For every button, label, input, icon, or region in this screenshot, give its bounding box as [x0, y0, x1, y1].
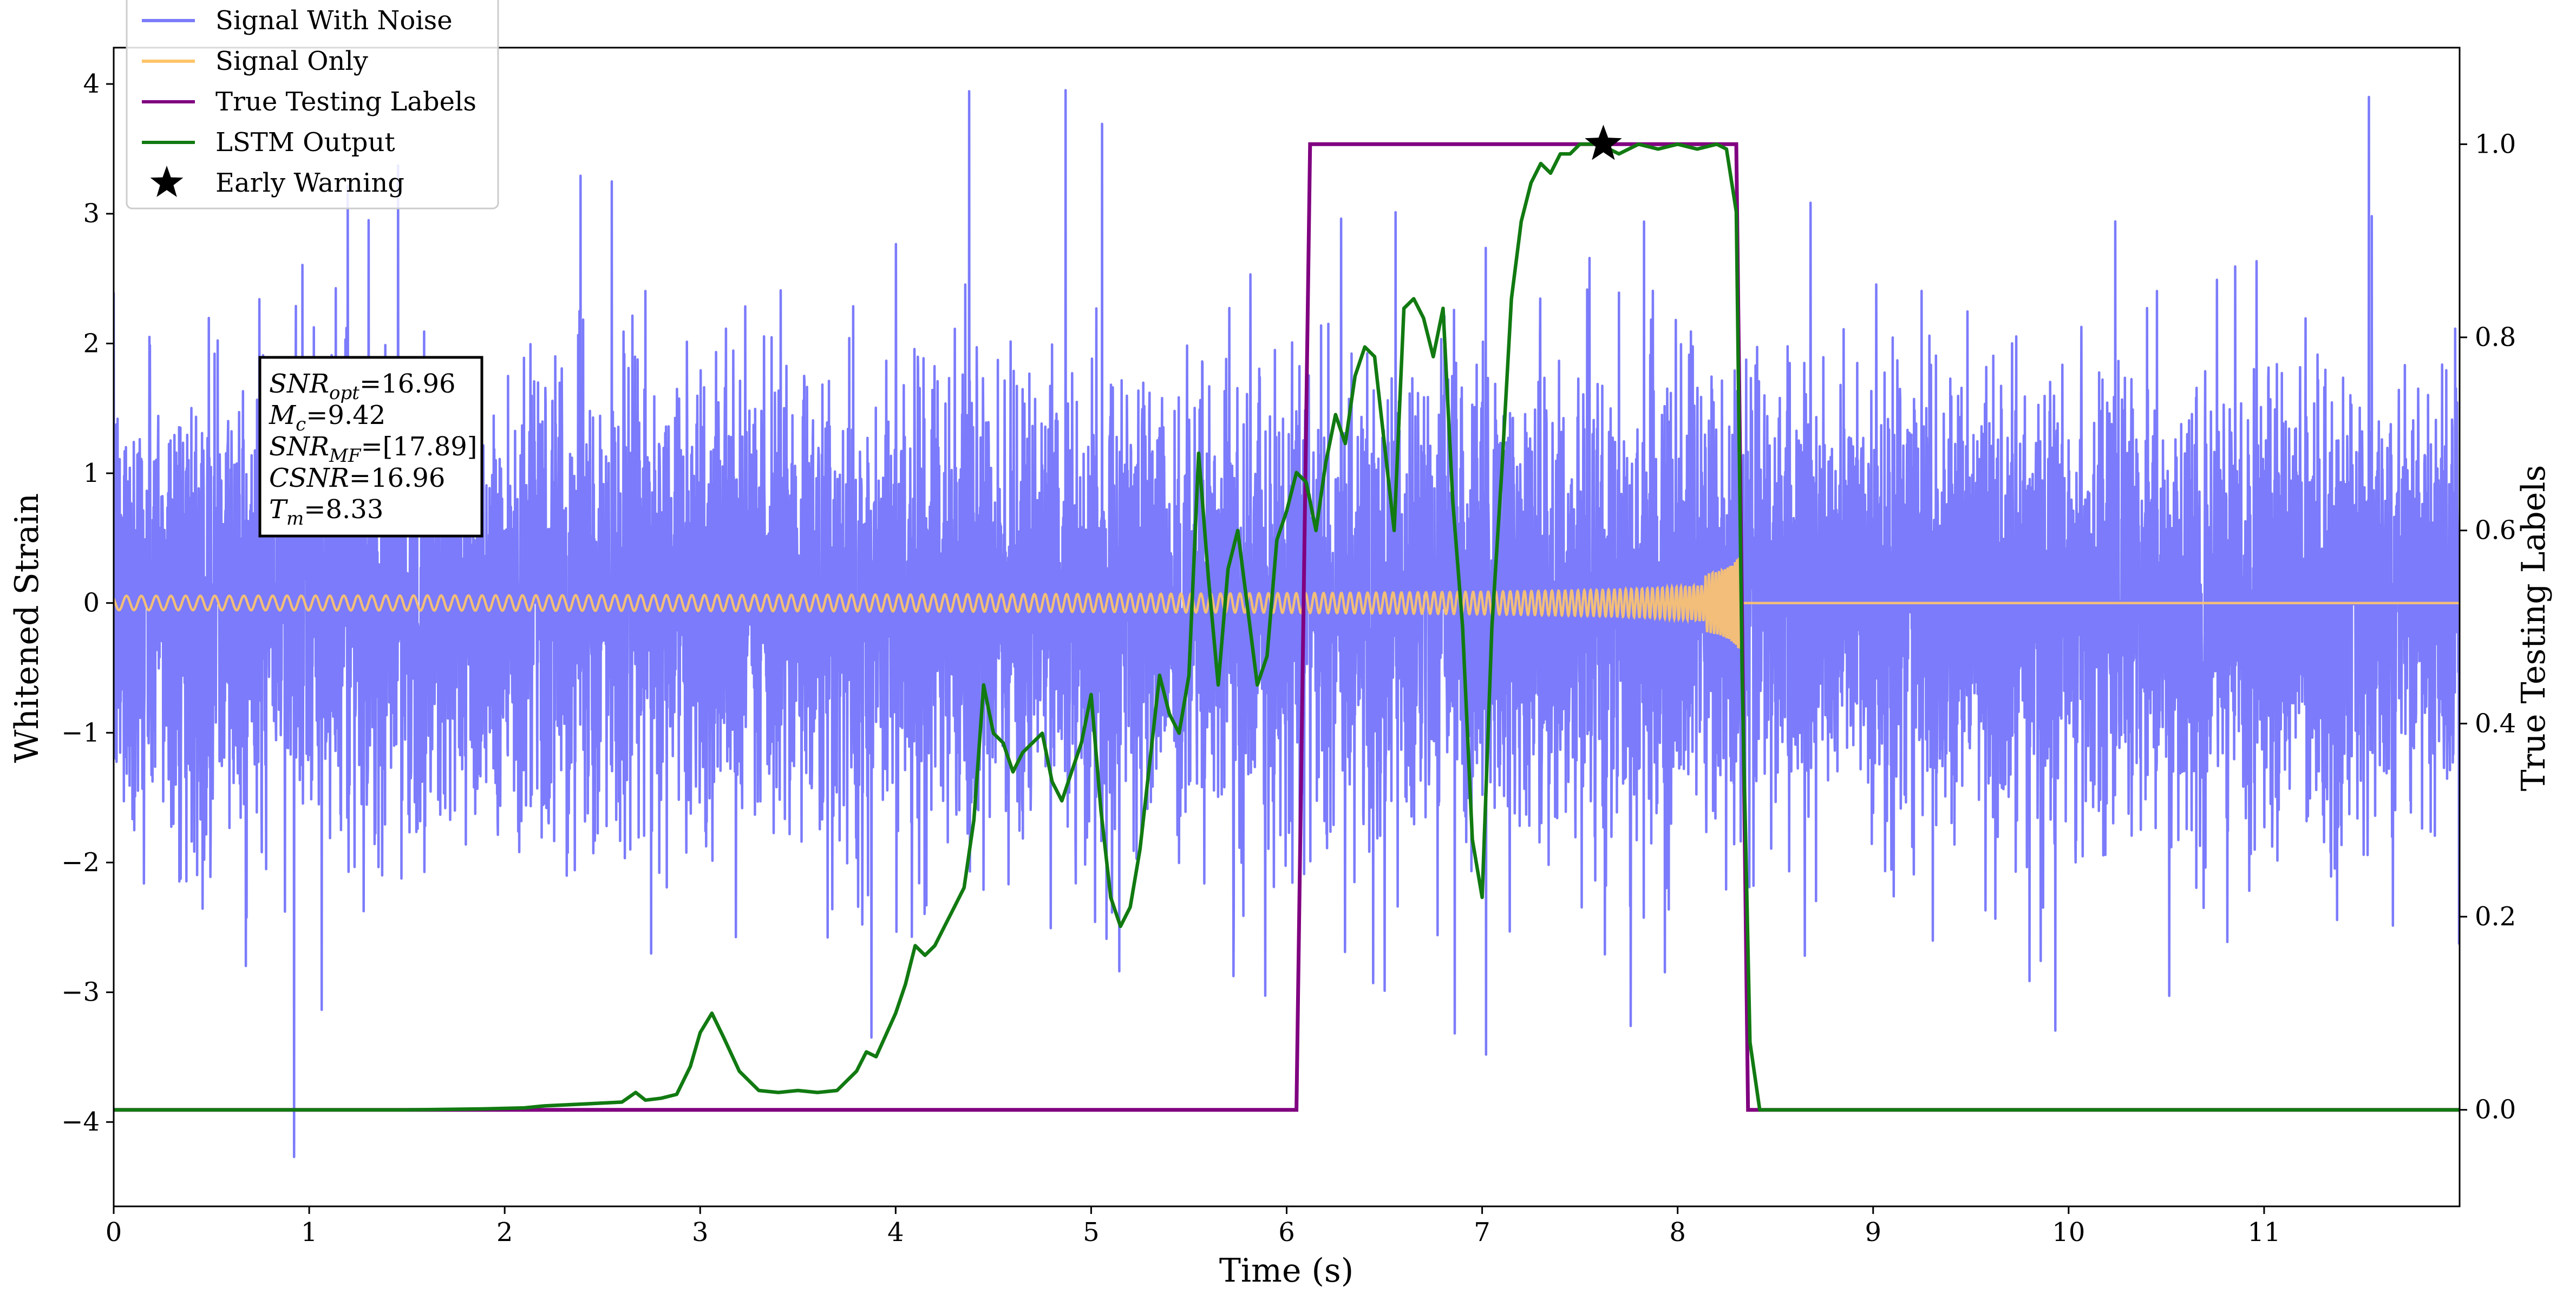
x-tick-label: 5	[1083, 1217, 1100, 1248]
x-tick-label: 11	[2247, 1217, 2280, 1248]
annotation-line: Tm=8.33	[269, 494, 383, 530]
y-tick-label: 1	[83, 458, 100, 488]
series-lstm-output	[114, 142, 2460, 1112]
x-tick-label: 1	[301, 1217, 318, 1248]
y2-tick-label: 1.0	[2475, 129, 2516, 159]
legend-label: Signal With Noise	[215, 5, 453, 36]
x-tick-label: 6	[1278, 1217, 1295, 1248]
plot-area	[114, 89, 2460, 1159]
series-signal-only	[114, 557, 2460, 649]
annotation-line: SNRopt=16.96	[269, 369, 456, 404]
early-warning-layer	[1585, 125, 1622, 160]
x-axis: 0 1 2 3 4 5 6 7 8 9 10 11	[106, 1206, 2280, 1248]
y-tick-label: −3	[61, 977, 100, 1008]
x-axis-label: Time (s)	[1219, 1252, 1354, 1290]
series-signal-with-noise	[114, 89, 2460, 1159]
y-tick-label: 3	[83, 199, 100, 229]
x-tick-label: 9	[1865, 1217, 1881, 1248]
early-warning-marker	[1585, 125, 1622, 160]
annotation-line: CSNR=16.96	[269, 463, 445, 493]
x-tick-label: 3	[692, 1217, 709, 1248]
x-tick-label: 8	[1669, 1217, 1686, 1248]
y2-tick-label: 0.8	[2475, 322, 2516, 352]
x-tick-label: 2	[496, 1217, 513, 1248]
y-axis-label: Whitened Strain	[8, 493, 46, 763]
y2-axis-label: True Testing Labels	[2515, 465, 2553, 792]
x-tick-label: 7	[1474, 1217, 1490, 1248]
y2-tick-label: 0.2	[2475, 902, 2516, 932]
y2-tick-label: 0.0	[2475, 1095, 2516, 1125]
x-tick-label: 10	[2052, 1217, 2085, 1248]
annotation-line: SNRMF=[17.89]	[269, 432, 478, 467]
y-tick-label: 2	[83, 328, 100, 358]
annotation-line: Mc=9.42	[269, 400, 385, 435]
y-axis-left: −4 −3 −2 −1 0 1 2 3 4	[61, 69, 114, 1137]
y-tick-label: −1	[61, 717, 100, 748]
y-tick-label: −2	[61, 847, 100, 878]
y-axis-right: 0.0 0.2 0.4 0.6 0.8 1.0	[2460, 129, 2516, 1125]
legend-star-marker	[150, 166, 184, 197]
y-tick-label: 4	[83, 69, 100, 99]
y2-tick-label: 0.4	[2475, 708, 2516, 739]
legend-label: Early Warning	[215, 168, 404, 198]
x-tick-label: 0	[106, 1217, 122, 1248]
legend: Signal With Noise Signal Only True Testing…	[126, 0, 499, 210]
y-tick-label: 0	[83, 588, 100, 618]
y-tick-label: −4	[61, 1107, 100, 1137]
legend-label: LSTM Output	[215, 127, 395, 158]
legend-label: True Testing Labels	[215, 87, 476, 117]
annotation-frame	[258, 356, 483, 538]
y2-tick-label: 0.6	[2475, 515, 2516, 546]
legend-label: Signal Only	[215, 46, 368, 76]
legend-frame	[126, 0, 499, 210]
parameter-annotation-box: SNRopt=16.96Mc=9.42SNRMF=[17.89]CSNR=16.…	[258, 356, 483, 538]
x-tick-label: 4	[887, 1217, 904, 1248]
